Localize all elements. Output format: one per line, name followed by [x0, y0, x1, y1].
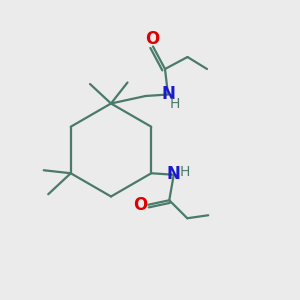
Text: N: N: [167, 165, 181, 183]
Text: O: O: [133, 196, 147, 214]
Text: N: N: [161, 85, 175, 103]
Text: H: H: [180, 165, 190, 179]
Text: O: O: [145, 30, 159, 48]
Text: H: H: [169, 97, 180, 110]
